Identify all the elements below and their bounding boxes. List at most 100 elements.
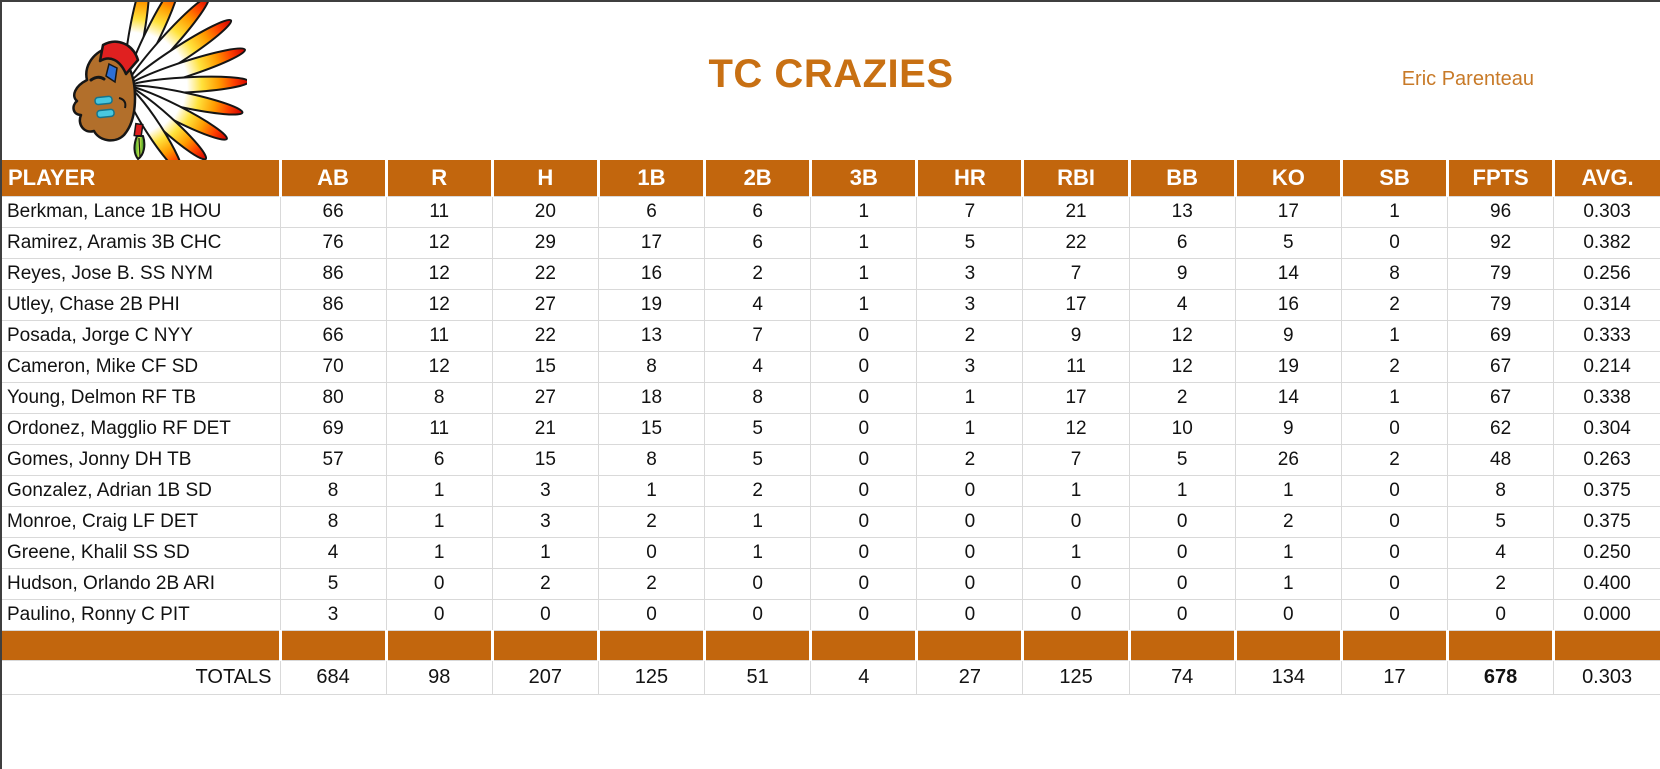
stat-cell: 0 (1447, 599, 1555, 631)
stat-cell: 5 (1447, 506, 1555, 538)
stat-cell: 2 (1234, 506, 1342, 538)
spacer-cell (490, 630, 599, 661)
stat-cell: 86 (279, 289, 387, 321)
stat-cell: 4 (279, 537, 387, 569)
total-cell: 134 (1234, 660, 1342, 695)
table-row: Young, Delmon RF TB 80 8 27 18 8 0 1 17 2 14 1 67 0.3… (2, 382, 1660, 414)
stat-cell: 17 (597, 227, 706, 259)
stat-cell: 4 (704, 289, 812, 321)
stat-cell: 67 (1447, 351, 1555, 383)
player-cell: Utley, Chase 2B PHI (2, 289, 281, 321)
stat-cell: 6 (704, 227, 812, 259)
table-row: Greene, Khalil SS SD 4 1 1 0 1 0 0 1 0 1 0 4 0.250 (2, 537, 1660, 569)
stat-cell: 1 (385, 537, 493, 569)
table-row: Posada, Jorge C NYY 66 11 22 13 7 0 2 9 12 9 1 69 0.3… (2, 320, 1660, 352)
col-header-avg: AVG. (1552, 160, 1660, 197)
stat-cell: 2 (1128, 382, 1236, 414)
player-cell: Cameron, Mike CF SD (2, 351, 281, 383)
stat-cell: 11 (385, 413, 493, 445)
stat-cell: 21 (491, 413, 599, 445)
stat-cell: 9 (1022, 320, 1130, 352)
stat-cell: 11 (385, 320, 493, 352)
stat-cell: 11 (385, 196, 493, 228)
stat-cell: 12 (385, 258, 493, 290)
stat-cell: 6 (385, 444, 493, 476)
player-cell: Ramirez, Aramis 3B CHC (2, 227, 281, 259)
total-cell: 125 (1022, 660, 1130, 695)
stat-cell: 8 (279, 506, 387, 538)
total-cell: 4 (810, 660, 918, 695)
stat-cell: 1 (916, 382, 1024, 414)
stat-cell: 0 (597, 537, 706, 569)
col-header-2b: 2B (703, 160, 811, 197)
spacer-cell (915, 630, 1023, 661)
spacer-cell (1021, 630, 1130, 661)
stat-cell: 0 (810, 320, 918, 352)
stat-cell: 10 (1128, 413, 1236, 445)
stat-cell: 0 (1340, 506, 1449, 538)
stat-cell: 62 (1447, 413, 1555, 445)
player-cell: Gonzalez, Adrian 1B SD (2, 475, 281, 507)
stat-cell: 15 (491, 351, 599, 383)
stat-cell: 17 (1022, 289, 1130, 321)
total-cell: 74 (1128, 660, 1236, 695)
total-cell: 51 (704, 660, 812, 695)
stat-cell: 0.000 (1553, 599, 1660, 631)
stat-cell: 12 (1022, 413, 1130, 445)
stat-cell: 0 (385, 568, 493, 600)
stat-cell: 0 (1128, 506, 1236, 538)
stat-cell: 0 (1022, 568, 1130, 600)
stat-cell: 2 (1340, 351, 1449, 383)
table-row: Utley, Chase 2B PHI 86 12 27 19 4 1 3 17 4 16 2 79 0.… (2, 289, 1660, 321)
stat-cell: 8 (597, 444, 706, 476)
stat-cell: 1 (1340, 320, 1449, 352)
stat-cell: 3 (916, 351, 1024, 383)
stat-cell: 0 (810, 599, 918, 631)
spacer-cell (2, 630, 280, 661)
totals-row: TOTALS 684 98 207 125 51 4 27 125 74 134 17 678 0.303 (2, 660, 1660, 695)
spacer-cell (384, 630, 493, 661)
stat-cell: 1 (916, 413, 1024, 445)
stat-cell: 29 (491, 227, 599, 259)
stat-cell: 6 (597, 196, 706, 228)
stat-cell: 69 (279, 413, 387, 445)
total-cell: 27 (916, 660, 1024, 695)
stat-cell: 5 (916, 227, 1024, 259)
stat-cell: 7 (1022, 258, 1130, 290)
stat-cell: 66 (279, 196, 387, 228)
stat-cell: 4 (704, 351, 812, 383)
stat-cell: 0.304 (1553, 413, 1660, 445)
stat-cell: 70 (279, 351, 387, 383)
stat-cell: 18 (597, 382, 706, 414)
total-cell: 17 (1340, 660, 1449, 695)
stat-cell: 0 (1340, 568, 1449, 600)
player-cell: Ordonez, Magglio RF DET (2, 413, 281, 445)
stat-cell: 0 (1340, 599, 1449, 631)
player-cell: Young, Delmon RF TB (2, 382, 281, 414)
stat-cell: 1 (1234, 537, 1342, 569)
stat-cell: 0 (1128, 568, 1236, 600)
stat-cell: 1 (597, 475, 706, 507)
spacer-cell (1339, 630, 1448, 661)
col-header-h: H (490, 160, 599, 197)
owner-name: Eric Parenteau (1401, 68, 1534, 90)
player-cell: Berkman, Lance 1B HOU (2, 196, 281, 228)
stat-cell: 0 (1340, 475, 1449, 507)
table-row: Cameron, Mike CF SD 70 12 15 8 4 0 3 11 12 19 2 67 0.… (2, 351, 1660, 383)
stat-cell: 12 (385, 351, 493, 383)
stat-cell: 12 (1128, 351, 1236, 383)
header-row: PLAYER AB R H 1B 2B 3B HR RBI BB KO SB F… (2, 160, 1660, 197)
stat-cell: 0 (1128, 599, 1236, 631)
stat-cell: 22 (491, 258, 599, 290)
stat-cell: 14 (1234, 382, 1342, 414)
stat-cell: 22 (1022, 227, 1130, 259)
stat-cell: 4 (1447, 537, 1555, 569)
player-cell: Paulino, Ronny C PIT (2, 599, 281, 631)
stat-cell: 1 (1340, 382, 1449, 414)
stat-cell: 0 (385, 599, 493, 631)
player-cell: Greene, Khalil SS SD (2, 537, 281, 569)
stat-cell: 5 (279, 568, 387, 600)
col-header-1b: 1B (596, 160, 705, 197)
stat-cell: 2 (1447, 568, 1555, 600)
stat-cell: 1 (704, 537, 812, 569)
